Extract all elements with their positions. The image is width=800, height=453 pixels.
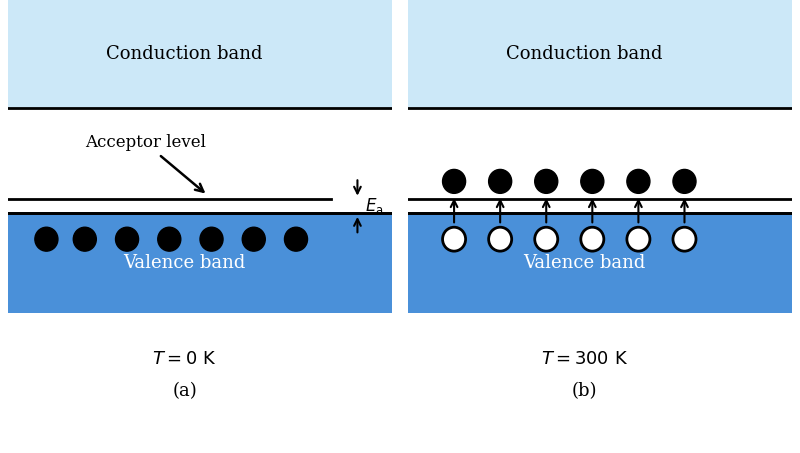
Circle shape <box>489 169 512 193</box>
Bar <box>8 0 392 108</box>
Circle shape <box>285 227 307 251</box>
Circle shape <box>242 227 266 251</box>
Text: (a): (a) <box>172 382 197 400</box>
Text: Valence band: Valence band <box>523 254 646 272</box>
Text: (b): (b) <box>572 382 598 400</box>
Text: Acceptor level: Acceptor level <box>85 135 206 192</box>
Bar <box>408 213 792 313</box>
Circle shape <box>442 227 466 251</box>
Circle shape <box>35 227 58 251</box>
Circle shape <box>158 227 181 251</box>
Circle shape <box>673 169 696 193</box>
Text: $T = 0\ \mathrm{K}$: $T = 0\ \mathrm{K}$ <box>152 350 217 368</box>
Circle shape <box>200 227 223 251</box>
Bar <box>8 213 392 313</box>
Circle shape <box>534 169 558 193</box>
Bar <box>408 0 792 108</box>
Circle shape <box>534 227 558 251</box>
Circle shape <box>489 227 512 251</box>
Text: $E_\mathrm{a}$: $E_\mathrm{a}$ <box>365 196 384 216</box>
Text: Conduction band: Conduction band <box>106 45 263 63</box>
Text: $T = 300\ \mathrm{K}$: $T = 300\ \mathrm{K}$ <box>541 350 628 368</box>
Text: Valence band: Valence band <box>123 254 246 272</box>
Circle shape <box>627 227 650 251</box>
Circle shape <box>74 227 96 251</box>
Circle shape <box>442 169 466 193</box>
Circle shape <box>581 169 604 193</box>
Circle shape <box>627 169 650 193</box>
Circle shape <box>673 227 696 251</box>
Circle shape <box>581 227 604 251</box>
Text: Conduction band: Conduction band <box>506 45 663 63</box>
Circle shape <box>115 227 138 251</box>
